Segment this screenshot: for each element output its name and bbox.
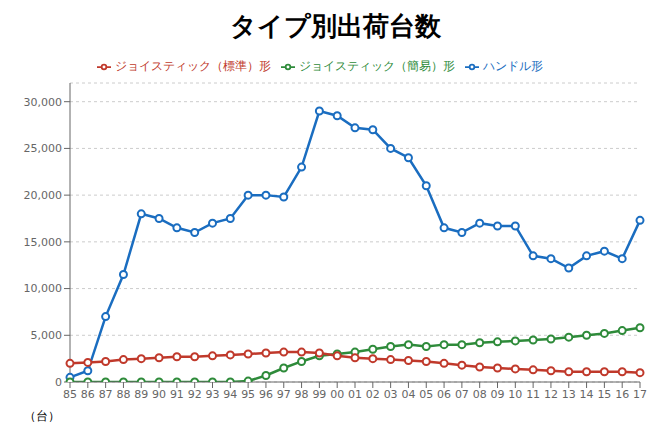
svg-text:10: 10	[508, 388, 522, 401]
svg-text:17: 17	[633, 388, 647, 401]
svg-text:06: 06	[437, 388, 451, 401]
svg-text:04: 04	[401, 388, 415, 401]
html-text:ジョイスティック（標準）形: ジョイスティック（標準）形	[115, 59, 271, 73]
svg-text:02: 02	[366, 388, 380, 401]
svg-text:03: 03	[384, 388, 398, 401]
svg-text:96: 96	[259, 388, 273, 401]
svg-text:12: 12	[544, 388, 558, 401]
svg-text:93: 93	[206, 388, 220, 401]
svg-text:98: 98	[295, 388, 309, 401]
svg-text:92: 92	[188, 388, 202, 401]
html-text:ジョイスティック（簡易）形: ジョイスティック（簡易）形	[299, 59, 455, 73]
svg-text:94: 94	[223, 388, 237, 401]
html-text:ハンドル形: ハンドル形	[483, 59, 543, 73]
svg-text:15: 15	[597, 388, 611, 401]
svg-text:10,000: 10,000	[24, 282, 63, 295]
svg-text:07: 07	[455, 388, 469, 401]
svg-text:89: 89	[134, 388, 148, 401]
svg-text:00: 00	[330, 388, 344, 401]
svg-text:08: 08	[473, 388, 487, 401]
svg-text:11: 11	[526, 388, 540, 401]
svg-text:0: 0	[55, 376, 62, 389]
svg-text:15,000: 15,000	[24, 236, 63, 249]
svg-text:25,000: 25,000	[24, 142, 63, 155]
svg-text:14: 14	[580, 388, 594, 401]
html-text:（台）: （台）	[24, 409, 60, 423]
svg-text:13: 13	[562, 388, 576, 401]
svg-text:95: 95	[241, 388, 255, 401]
svg-text:97: 97	[277, 388, 291, 401]
svg-text:30,000: 30,000	[24, 96, 63, 109]
svg-text:86: 86	[81, 388, 95, 401]
svg-text:90: 90	[152, 388, 166, 401]
svg-text:88: 88	[116, 388, 130, 401]
svg-text:91: 91	[170, 388, 184, 401]
svg-text:87: 87	[99, 388, 113, 401]
svg-text:01: 01	[348, 388, 362, 401]
svg-text:09: 09	[491, 388, 505, 401]
svg-text:16: 16	[615, 388, 629, 401]
svg-text:20,000: 20,000	[24, 189, 63, 202]
html-text:タイプ別出荷台数: タイプ別出荷台数	[229, 11, 441, 41]
svg-text:5,000: 5,000	[31, 329, 63, 342]
svg-text:85: 85	[63, 388, 77, 401]
svg-text:99: 99	[312, 388, 326, 401]
svg-text:05: 05	[419, 388, 433, 401]
